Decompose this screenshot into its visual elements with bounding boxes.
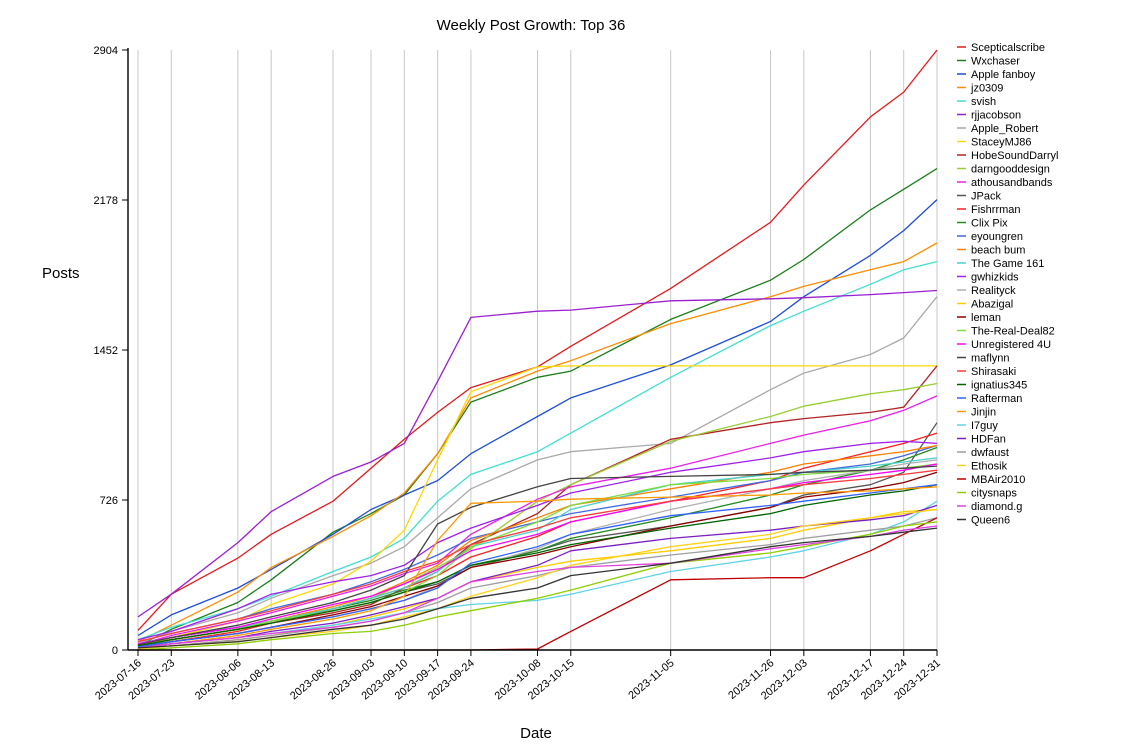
legend-entry: The Game 161 bbox=[971, 258, 1044, 270]
series-line-25 bbox=[137, 484, 938, 647]
series-line-22 bbox=[137, 463, 938, 645]
legend-entry: Fishrrman bbox=[971, 204, 1021, 216]
legend-entry: Shirasaki bbox=[971, 366, 1016, 378]
legend-entry: MBAir2010 bbox=[971, 474, 1025, 486]
series-line-1 bbox=[137, 168, 938, 647]
y-tick-label: 2178 bbox=[94, 195, 118, 207]
y-axis-label: Posts bbox=[42, 265, 80, 282]
y-tick-label: 0 bbox=[112, 645, 118, 657]
legend-entry: dwfaust bbox=[971, 447, 1009, 459]
series-line-7 bbox=[137, 365, 937, 649]
legend-entry: Abazigal bbox=[971, 299, 1013, 311]
legend-entry: Apple fanboy bbox=[971, 69, 1036, 81]
legend-entry: Wxchaser bbox=[971, 56, 1020, 68]
x-axis-label: Date bbox=[520, 725, 552, 742]
series-line-34 bbox=[137, 525, 938, 649]
y-tick-label: 1452 bbox=[94, 345, 118, 357]
y-axis-ticks: 0 726 1452 2178 2904 bbox=[94, 45, 128, 657]
legend-entry: Queen6 bbox=[971, 515, 1010, 527]
legend-entry: citysnaps bbox=[971, 488, 1017, 500]
series-line-17 bbox=[137, 440, 938, 641]
legend-entry: Unregistered 4U bbox=[971, 339, 1051, 351]
legend-entry: StaceyMJ86 bbox=[971, 137, 1032, 149]
legend-entry: diamond.g bbox=[971, 501, 1022, 513]
y-tick-label: 726 bbox=[100, 495, 118, 507]
series-line-30 bbox=[137, 517, 938, 650]
legend-entry: JPack bbox=[971, 191, 1001, 203]
series-line-14 bbox=[137, 444, 938, 643]
legend-entry: athousandbands bbox=[971, 177, 1053, 189]
legend-entry: Realityck bbox=[971, 285, 1016, 297]
series-line-12 bbox=[137, 432, 938, 649]
legend-entry: Clix Pix bbox=[971, 218, 1008, 230]
legend-entry: maflynn bbox=[971, 353, 1010, 365]
series-line-23 bbox=[137, 465, 938, 646]
legend-entry: Jinjin bbox=[971, 407, 996, 419]
legend-entry: svish bbox=[971, 96, 996, 108]
series-line-24 bbox=[137, 469, 938, 643]
series-line-35 bbox=[137, 527, 938, 649]
legend-entry: leman bbox=[971, 312, 1001, 324]
series-lines bbox=[137, 49, 938, 651]
series-line-5 bbox=[137, 289, 938, 618]
series-line-6 bbox=[137, 296, 938, 645]
legend-entry: darngooddesign bbox=[971, 164, 1050, 176]
legend-entry: Scepticalscribe bbox=[971, 42, 1045, 54]
series-line-3 bbox=[137, 242, 938, 643]
legend-entry: I7guy bbox=[971, 420, 998, 432]
chart-title: Weekly Post Growth: Top 36 bbox=[437, 17, 626, 34]
y-tick-label: 2904 bbox=[94, 45, 118, 57]
legend-entry: The-Real-Deal82 bbox=[971, 326, 1055, 338]
legend-entry: gwhizkids bbox=[971, 272, 1019, 284]
series-line-27 bbox=[137, 486, 938, 649]
legend-entry: eyoungren bbox=[971, 231, 1023, 243]
series-line-4 bbox=[137, 260, 938, 641]
legend-entry: Ethosik bbox=[971, 461, 1008, 473]
legend-entry: Apple_Robert bbox=[971, 123, 1038, 135]
legend-entry: Rafterman bbox=[971, 393, 1022, 405]
legend-entry: jz0309 bbox=[970, 83, 1003, 95]
series-line-21 bbox=[137, 463, 938, 647]
series-line-26 bbox=[137, 484, 938, 648]
legend-entry: HDFan bbox=[971, 434, 1006, 446]
series-line-33 bbox=[137, 521, 938, 651]
legend-entry: rjjacobson bbox=[971, 110, 1021, 122]
vertical-grid bbox=[137, 50, 938, 650]
legend-entry: ignatius345 bbox=[971, 380, 1027, 392]
x-tick-label: 2023-11-05 bbox=[626, 657, 676, 702]
legend-entry: beach bum bbox=[971, 245, 1025, 257]
series-line-10 bbox=[137, 395, 938, 646]
legend-entry: HobeSoundDarryl bbox=[971, 150, 1058, 162]
series-line-0 bbox=[137, 49, 938, 631]
